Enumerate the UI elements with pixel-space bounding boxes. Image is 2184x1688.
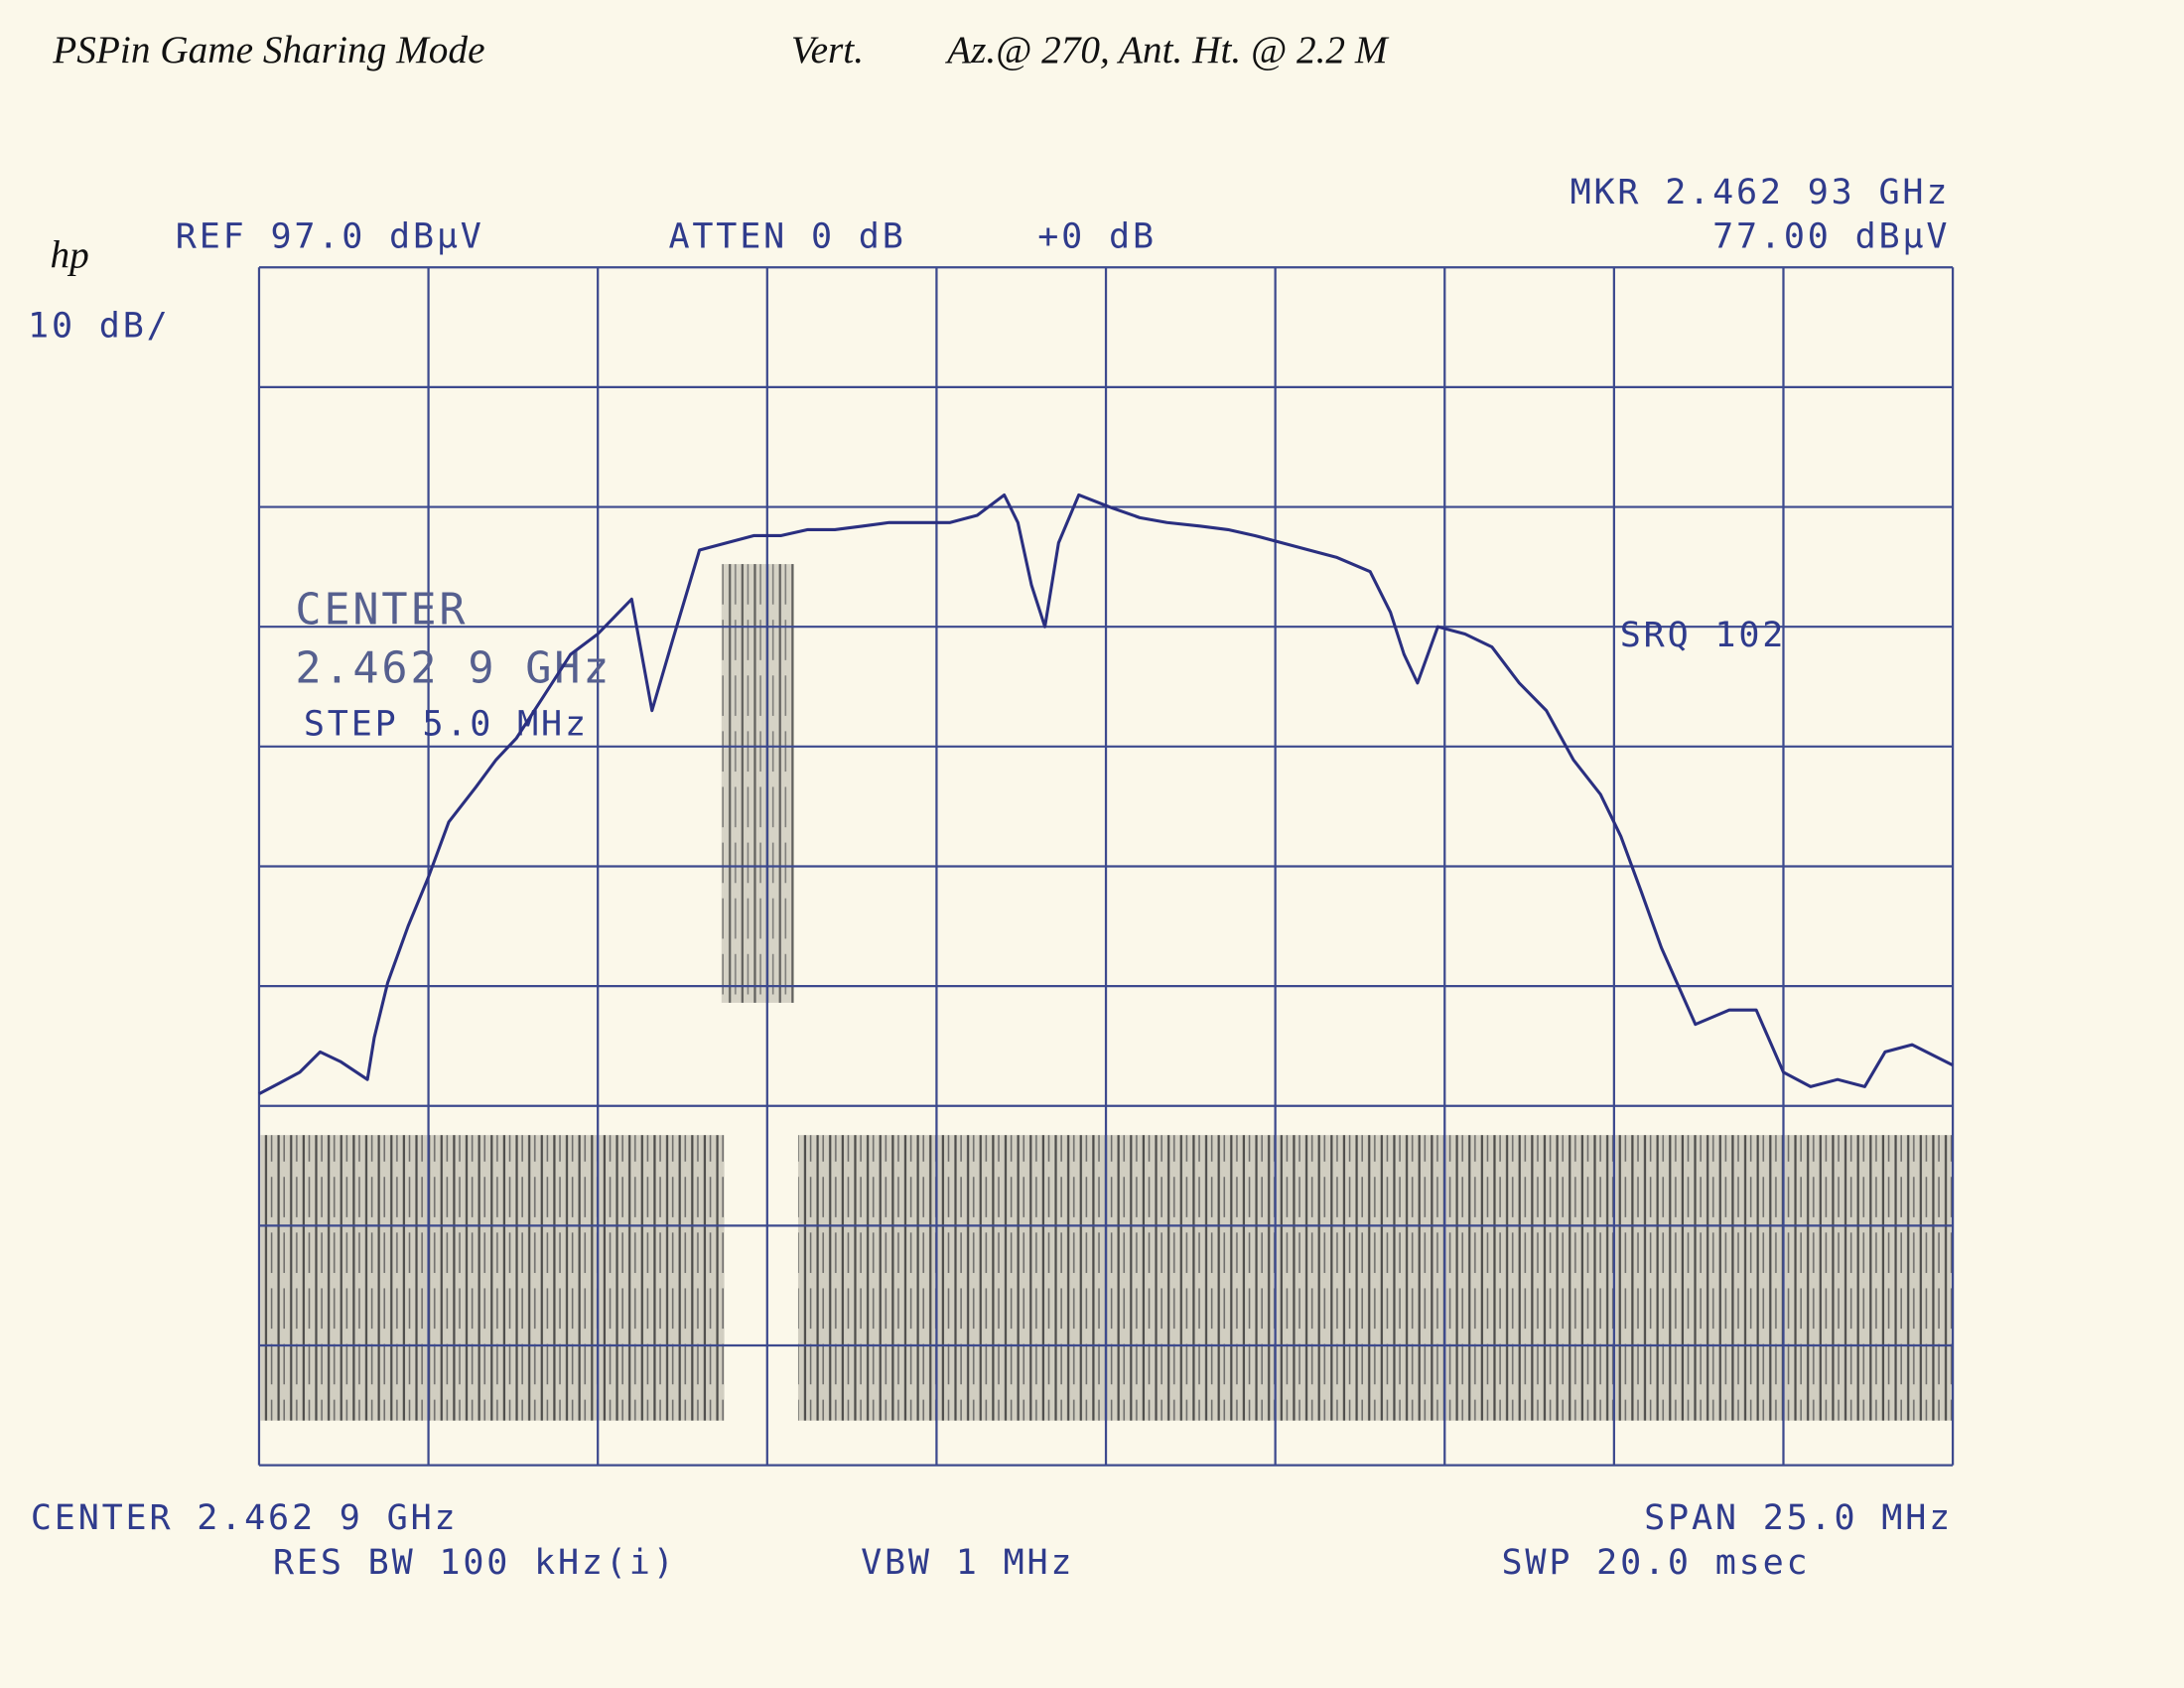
labels: PSPin Game Sharing Mode Vert. Az.@ 270, An… xyxy=(28,29,1953,1583)
annotation: ATTEN 0 dB xyxy=(668,216,905,257)
annotation: STEP 5.0 MHz xyxy=(304,704,589,745)
annotation: 77.00 dBµV xyxy=(1712,216,1950,257)
annotation: MKR 2.462 93 GHz xyxy=(1570,172,1951,212)
annotation: PSPin Game Sharing Mode xyxy=(52,29,484,71)
graticule xyxy=(257,266,1955,1467)
noise-band xyxy=(260,1135,725,1421)
trace xyxy=(258,492,1954,1095)
annotation: +0 dB xyxy=(1037,216,1157,257)
annotation: 10 dB/ xyxy=(28,305,171,346)
annotation: SWP 20.0 msec xyxy=(1501,1542,1810,1583)
annotation: REF 97.0 dBµV xyxy=(176,216,484,257)
annotation: RES BW 100 kHz(i) xyxy=(273,1542,677,1583)
annotation: hp xyxy=(51,233,89,276)
noise-burst xyxy=(721,564,794,1003)
annotation: Az.@ 270, Ant. Ht. @ 2.2 M xyxy=(944,29,1390,71)
annotation: VBW 1 MHz xyxy=(861,1542,1074,1583)
annotation: 2.462 9 GHz xyxy=(295,643,612,693)
annotation: CENTER 2.462 9 GHz xyxy=(31,1497,459,1538)
annotation: SRQ 102 xyxy=(1620,615,1786,655)
annotation: CENTER xyxy=(295,585,468,634)
annotation: Vert. xyxy=(791,29,864,71)
annotation: SPAN 25.0 MHz xyxy=(1644,1497,1953,1538)
noise-band xyxy=(797,1135,1954,1421)
